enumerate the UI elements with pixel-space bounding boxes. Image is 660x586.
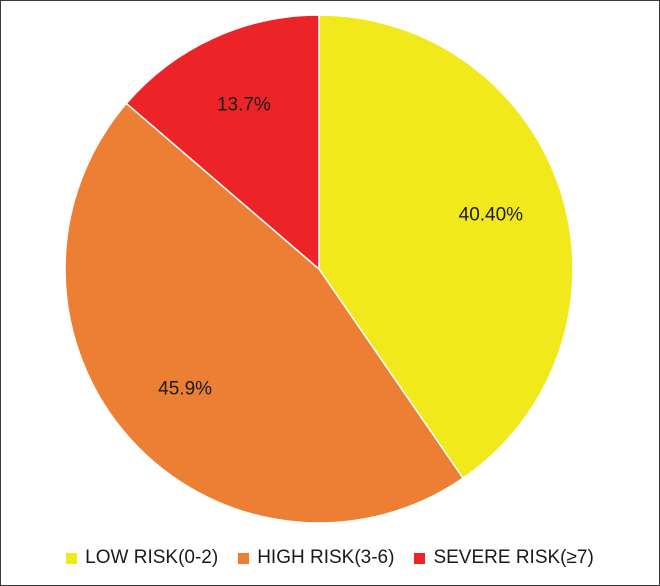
pie-slice-severe-risk (125, 14, 320, 271)
pie-slice-low-risk (318, 14, 574, 480)
legend-label-low-risk: LOW RISK(0-2) (85, 547, 219, 568)
data-label-severe-risk: 13.7% (217, 94, 271, 115)
legend-label-severe-risk: SEVERE RISK(≥7) (433, 547, 594, 568)
legend-swatch-low-risk (66, 552, 78, 564)
data-label-high-risk: 45.9% (158, 378, 212, 399)
legend-label-high-risk: HIGH RISK(3-6) (257, 547, 395, 568)
data-label-low-risk: 40.40% (459, 205, 524, 226)
legend-item-high-risk: HIGH RISK(3-6) (238, 547, 394, 569)
legend-swatch-high-risk (238, 552, 250, 564)
legend-item-severe-risk: SEVERE RISK(≥7) (414, 547, 594, 569)
legend-swatch-severe-risk (414, 552, 426, 564)
pie-slice-high-risk (64, 102, 465, 524)
legend: LOW RISK(0-2) HIGH RISK(3-6) SEVERE RISK… (1, 547, 659, 569)
legend-item-low-risk: LOW RISK(0-2) (66, 547, 218, 569)
